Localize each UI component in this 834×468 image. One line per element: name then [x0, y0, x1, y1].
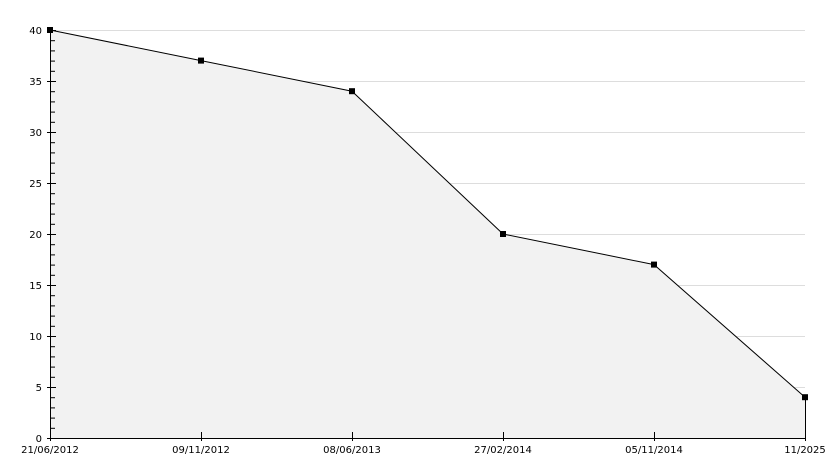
y-tick-label: 35	[29, 77, 42, 88]
data-point	[651, 261, 657, 268]
y-tick-label: 30	[29, 128, 42, 139]
y-tick-label: 10	[29, 332, 42, 343]
y-tick-label: 25	[29, 179, 42, 190]
x-tick-label: 05/11/2014	[625, 445, 683, 456]
y-tick-label: 0	[36, 434, 42, 445]
y-tick-label: 40	[29, 26, 42, 37]
x-tick-label: 21/06/2012	[21, 445, 79, 456]
x-tick-label: 09/11/2012	[172, 445, 230, 456]
data-point	[349, 88, 355, 95]
data-point	[198, 57, 204, 64]
y-tick-label: 15	[29, 281, 42, 292]
area-fill	[50, 30, 805, 438]
x-tick-label: 08/06/2013	[323, 445, 381, 456]
data-point	[802, 394, 808, 401]
y-tick-label: 20	[29, 230, 42, 241]
series-line	[49, 29, 806, 398]
y-tick-label: 5	[36, 383, 42, 394]
data-point	[500, 231, 506, 237]
x-tick-label: 27/02/2014	[474, 445, 532, 456]
x-tick-label: 11/2025	[784, 445, 826, 456]
data-point	[47, 27, 53, 33]
